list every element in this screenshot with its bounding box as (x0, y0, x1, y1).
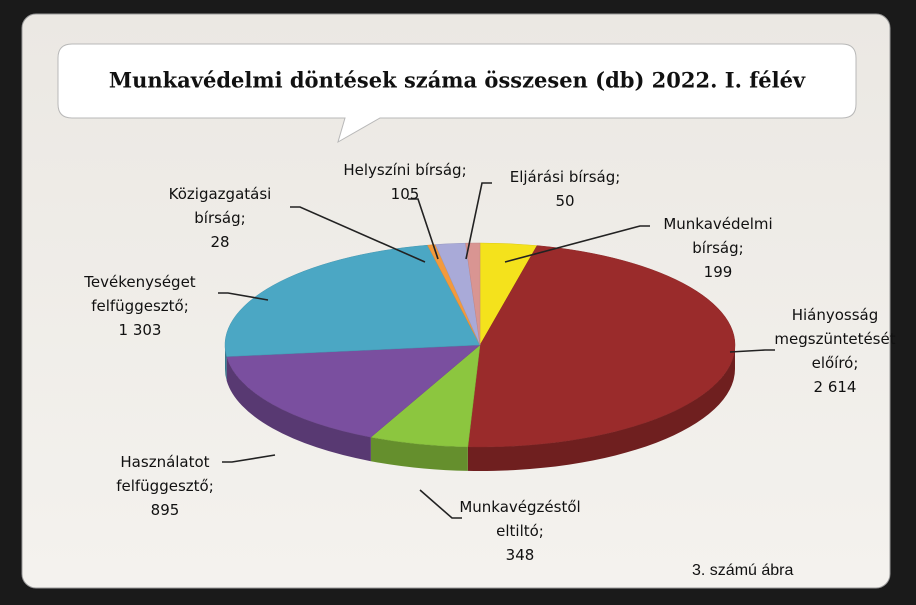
category-label: Tevékenységet felfüggesztő; (84, 273, 196, 315)
data-label: Közigazgatási bírság; 28 (150, 182, 290, 254)
value-label: 895 (150, 501, 180, 519)
value-label: 1 303 (118, 321, 162, 339)
category-label: Eljárási bírság; (509, 168, 621, 186)
data-label: Használatot felfüggesztő; 895 (95, 450, 235, 522)
value-label: 105 (390, 185, 420, 203)
slice (224, 244, 481, 357)
slice (467, 245, 736, 448)
chart-title: Munkavédelmi döntések száma összesen (db… (109, 68, 806, 93)
category-label: Közigazgatási bírság; (168, 185, 272, 227)
value-label: 2 614 (813, 378, 857, 396)
category-label: Helyszíni bírság; (343, 161, 467, 179)
value-label: 199 (703, 263, 733, 281)
data-label: Helyszíni bírság; 105 (340, 158, 470, 206)
category-label: Hiányosság megszüntetését előíró; (774, 306, 896, 372)
value-label: 348 (505, 546, 535, 564)
caption: 3. számú ábra (692, 562, 794, 579)
category-label: Munkavégzéstől eltiltó; (459, 498, 581, 540)
slice-side (370, 437, 468, 471)
data-label: Eljárási bírság; 50 (490, 165, 640, 213)
category-label: Használatot felfüggesztő; (116, 453, 214, 495)
data-label: Munkavégzéstől eltiltó; 348 (440, 495, 600, 567)
value-label: 28 (210, 233, 230, 251)
data-label: Hiányosság megszüntetését előíró; 2 614 (760, 303, 910, 399)
category-label: Munkavédelmi bírság; (663, 215, 773, 257)
data-label: Tevékenységet felfüggesztő; 1 303 (60, 270, 220, 342)
slice-side (225, 345, 227, 381)
value-label: 50 (555, 192, 575, 210)
title-box (57, 43, 857, 144)
data-label: Munkavédelmi bírság; 199 (648, 212, 788, 284)
slice (465, 242, 481, 346)
leader-lines (218, 182, 775, 519)
slice-side (226, 356, 371, 462)
slice-side (467, 345, 735, 472)
slice (226, 344, 481, 438)
